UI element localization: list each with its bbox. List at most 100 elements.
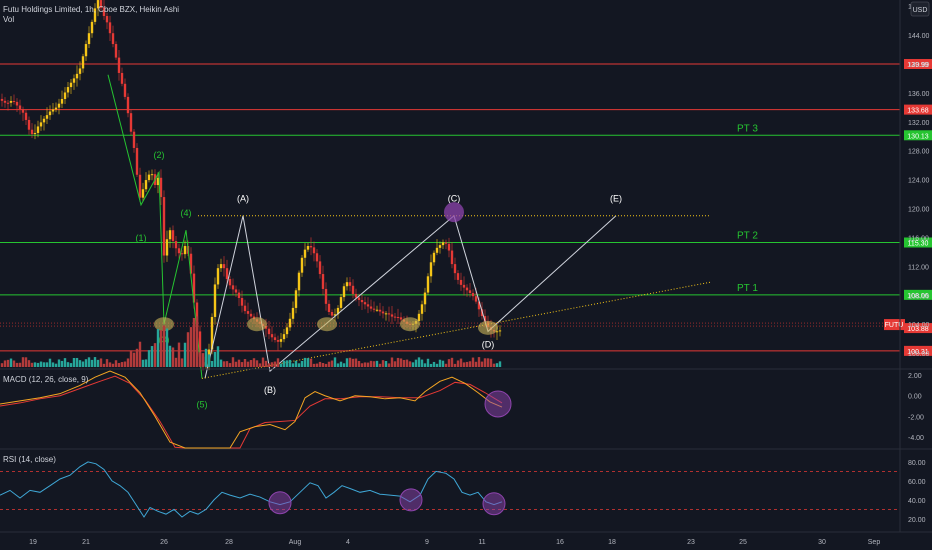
- time-tick-label: 25: [739, 539, 747, 546]
- volume-bar: [411, 362, 415, 367]
- volume-bar: [297, 363, 301, 367]
- volume-bar: [450, 357, 454, 367]
- candle: [138, 174, 142, 198]
- rsi-tick-label: 80.00: [908, 460, 926, 467]
- candle: [291, 307, 295, 319]
- candle: [15, 101, 19, 106]
- time-tick-label: 18: [608, 539, 616, 546]
- candle: [33, 132, 37, 135]
- rsi-line: [0, 461, 503, 518]
- volume-bar: [249, 360, 253, 367]
- candle: [120, 72, 124, 84]
- volume-bar: [453, 363, 457, 367]
- volume-bar: [48, 358, 52, 367]
- price-tick-label: 124.00: [908, 178, 930, 185]
- volume-bar: [318, 361, 322, 367]
- candle: [12, 100, 16, 102]
- volume-bar: [30, 362, 34, 367]
- price-tick-label: 136.00: [908, 91, 930, 98]
- candle: [477, 301, 481, 310]
- highlight-marker: [444, 202, 464, 223]
- candle: [426, 276, 430, 293]
- highlight-marker: [478, 320, 498, 335]
- price-tick-label: 120.00: [908, 207, 930, 214]
- volume-bar: [195, 316, 199, 367]
- macd-tick-label: -4.00: [908, 435, 924, 442]
- abcde-pattern-line: [204, 214, 617, 379]
- volume-bar: [228, 363, 232, 367]
- candle: [306, 246, 310, 250]
- candle: [162, 197, 166, 256]
- candle: [27, 119, 31, 130]
- price-level-label: 115.30: [908, 241, 929, 248]
- volume-bar: [60, 360, 64, 367]
- current-price-tag: [904, 323, 932, 334]
- volume-bar: [54, 363, 58, 367]
- volume-bar: [6, 359, 10, 367]
- candle: [63, 92, 67, 99]
- volume-bar: [378, 363, 382, 367]
- volume-bar: [372, 361, 376, 367]
- volume-bar: [168, 345, 172, 367]
- volume-bar: [435, 363, 439, 367]
- volume-bar: [465, 361, 469, 367]
- price-level-tag: [904, 237, 932, 248]
- volume-bar: [255, 360, 259, 367]
- macd-label: MACD (12, 26, close, 9): [3, 375, 89, 384]
- time-tick-label: Sep: [868, 539, 881, 546]
- elliott-wave-label: (4): [181, 208, 192, 218]
- candle: [72, 78, 76, 83]
- volume-bar: [402, 359, 406, 367]
- candle: [357, 297, 361, 300]
- price-level-label: 133.68: [907, 108, 929, 115]
- time-tick-label: 28: [225, 539, 233, 546]
- candle: [312, 247, 316, 254]
- currency-badge[interactable]: USD: [910, 1, 930, 17]
- candle: [156, 177, 160, 186]
- candle: [366, 304, 370, 307]
- candle: [360, 299, 364, 303]
- candle: [216, 268, 220, 285]
- volume-bar: [93, 357, 97, 367]
- volume-bar: [336, 363, 340, 367]
- volume-bar: [150, 346, 154, 367]
- candle: [111, 33, 115, 45]
- candle: [375, 309, 379, 311]
- volume-bar: [183, 342, 187, 367]
- candle: [9, 100, 13, 103]
- volume-bar: [210, 360, 214, 367]
- candle: [147, 174, 151, 181]
- candle: [399, 317, 403, 320]
- volume-bar: [399, 358, 403, 367]
- candle: [483, 316, 487, 322]
- target-label: PT 2: [737, 231, 758, 242]
- candle: [102, 7, 106, 17]
- volume-bar: [279, 363, 283, 367]
- current-price-label: 103.88: [907, 326, 929, 333]
- candle: [237, 292, 241, 298]
- volume-bar: [3, 360, 7, 367]
- volume-bar: [312, 363, 316, 367]
- volume-bar: [189, 327, 193, 367]
- volume-bar: [345, 358, 349, 367]
- macd-tick-label: 2.00: [908, 373, 922, 380]
- volume-bar: [441, 360, 445, 367]
- volume-bar: [15, 362, 19, 367]
- candle: [321, 274, 325, 289]
- volume-bar: [114, 360, 118, 367]
- candle: [363, 302, 367, 305]
- volume-bar: [357, 360, 361, 367]
- volume-bar: [186, 332, 190, 367]
- candle: [372, 308, 376, 310]
- candle: [87, 33, 91, 45]
- time-tick-label: 4: [346, 539, 350, 546]
- volume-bar: [261, 357, 265, 367]
- candle: [198, 331, 202, 357]
- candle: [420, 304, 424, 314]
- candle: [54, 107, 58, 110]
- candle: [117, 57, 121, 73]
- volume-bar: [483, 358, 487, 367]
- candle: [114, 44, 118, 58]
- volume-bar: [486, 358, 490, 367]
